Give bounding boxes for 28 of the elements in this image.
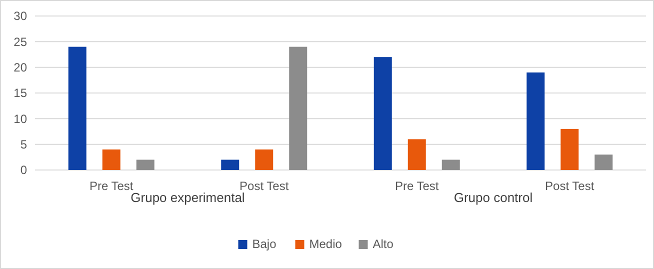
bar [255,149,274,170]
bar [221,160,240,170]
bar [442,160,460,170]
bar [560,128,579,170]
x-tick-label: Pre Test [89,179,134,193]
bar [408,139,426,170]
text: Grupo control [454,190,533,205]
bar [289,46,308,170]
bar [526,72,545,170]
y-tick-label: 25 [14,34,28,49]
y-tick-label: 15 [14,86,28,100]
y-tick-label: 5 [20,138,28,152]
bar [68,46,86,170]
x-tick-label: Post Test [545,179,595,193]
y-tick-label: 20 [14,60,28,75]
legend-label: Bajo [252,237,277,252]
legend-label: Alto [372,237,394,252]
bar [136,160,154,170]
y-tick-label: 0 [20,163,28,178]
text: Grupo experimental [130,190,245,205]
bar [102,149,120,170]
bar [594,154,613,170]
y-tick-label: 30 [14,9,28,24]
legend-label: Medio [309,237,342,252]
bar [374,57,392,170]
y-tick-label: 10 [14,112,28,126]
x-tick-label: Post Test [240,179,290,193]
x-tick-label: Pre Test [394,179,440,193]
